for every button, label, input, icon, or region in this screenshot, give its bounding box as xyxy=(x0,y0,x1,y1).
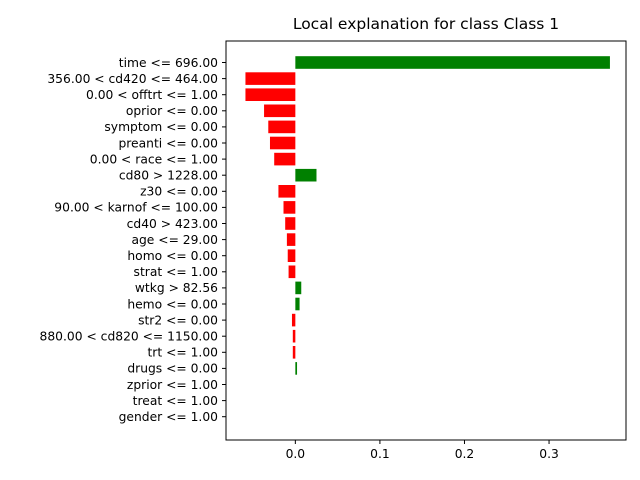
bar-6 xyxy=(274,152,296,166)
y-tick-label-9: 90.00 < karnof <= 100.00 xyxy=(54,201,218,215)
y-tick-label-18: trt <= 1.00 xyxy=(147,346,218,360)
bar-0 xyxy=(295,56,610,69)
y-tick-label-0: time <= 696.00 xyxy=(119,56,218,70)
y-tick-label-8: z30 <= 0.00 xyxy=(140,185,218,199)
bar-2 xyxy=(245,88,296,101)
x-axis: 0.0 0.1 0.2 0.3 xyxy=(286,440,559,461)
y-tick-label-15: hemo <= 0.00 xyxy=(127,297,218,311)
y-tick-label-1: 356.00 < cd420 <= 464.00 xyxy=(47,72,218,86)
y-tick-label-19: drugs <= 0.00 xyxy=(127,362,218,376)
chart-title: Local explanation for class Class 1 xyxy=(293,15,559,33)
bar-18 xyxy=(292,346,296,359)
y-tick-label-3: oprior <= 0.00 xyxy=(126,104,218,118)
bar-12 xyxy=(287,249,296,262)
y-tick-label-10: cd40 > 423.00 xyxy=(127,217,218,231)
y-tick-label-7: cd80 > 1228.00 xyxy=(119,169,218,183)
y-tick-label-16: str2 <= 0.00 xyxy=(138,313,218,327)
y-tick-label-21: treat <= 1.00 xyxy=(133,394,218,408)
x-tick-label-0: 0.0 xyxy=(286,447,306,461)
bar-15 xyxy=(295,297,300,311)
y-tick-label-6: 0.00 < race <= 1.00 xyxy=(90,152,218,166)
bar-5 xyxy=(269,136,296,150)
bars-group xyxy=(245,56,610,375)
y-tick-labels: time <= 696.00 356.00 < cd420 <= 464.00 0.… xyxy=(40,56,226,424)
bar-1 xyxy=(245,72,296,85)
x-tick-label-2: 0.2 xyxy=(455,447,475,461)
y-tick-label-13: strat <= 1.00 xyxy=(134,265,218,279)
bar-11 xyxy=(286,233,296,246)
bar-7 xyxy=(295,168,317,182)
y-tick-label-4: symptom <= 0.00 xyxy=(104,120,218,134)
y-tick-label-14: wtkg > 82.56 xyxy=(135,281,218,295)
x-tick-label-3: 0.3 xyxy=(539,447,559,461)
y-tick-label-5: preanti <= 0.00 xyxy=(118,136,218,150)
bar-17 xyxy=(292,329,296,343)
y-tick-label-2: 0.00 < offtrt <= 1.00 xyxy=(86,88,218,102)
plot-frame xyxy=(225,40,627,441)
y-tick-label-22: gender <= 1.00 xyxy=(119,410,218,424)
bar-4 xyxy=(268,120,296,134)
bar-10 xyxy=(285,217,296,230)
bar-8 xyxy=(278,185,296,198)
bar-3 xyxy=(264,104,296,118)
bar-9 xyxy=(283,201,296,214)
y-tick-label-20: zprior <= 1.00 xyxy=(127,378,218,392)
y-tick-label-11: age <= 29.00 xyxy=(131,233,218,247)
bar-13 xyxy=(288,265,296,279)
x-tick-label-1: 0.1 xyxy=(370,447,390,461)
y-tick-label-12: homo <= 0.00 xyxy=(127,249,218,263)
bar-14 xyxy=(295,281,302,295)
y-tick-label-17: 880.00 < cd820 <= 1150.00 xyxy=(40,330,218,344)
bar-19 xyxy=(295,362,298,375)
bar-16 xyxy=(291,313,296,327)
